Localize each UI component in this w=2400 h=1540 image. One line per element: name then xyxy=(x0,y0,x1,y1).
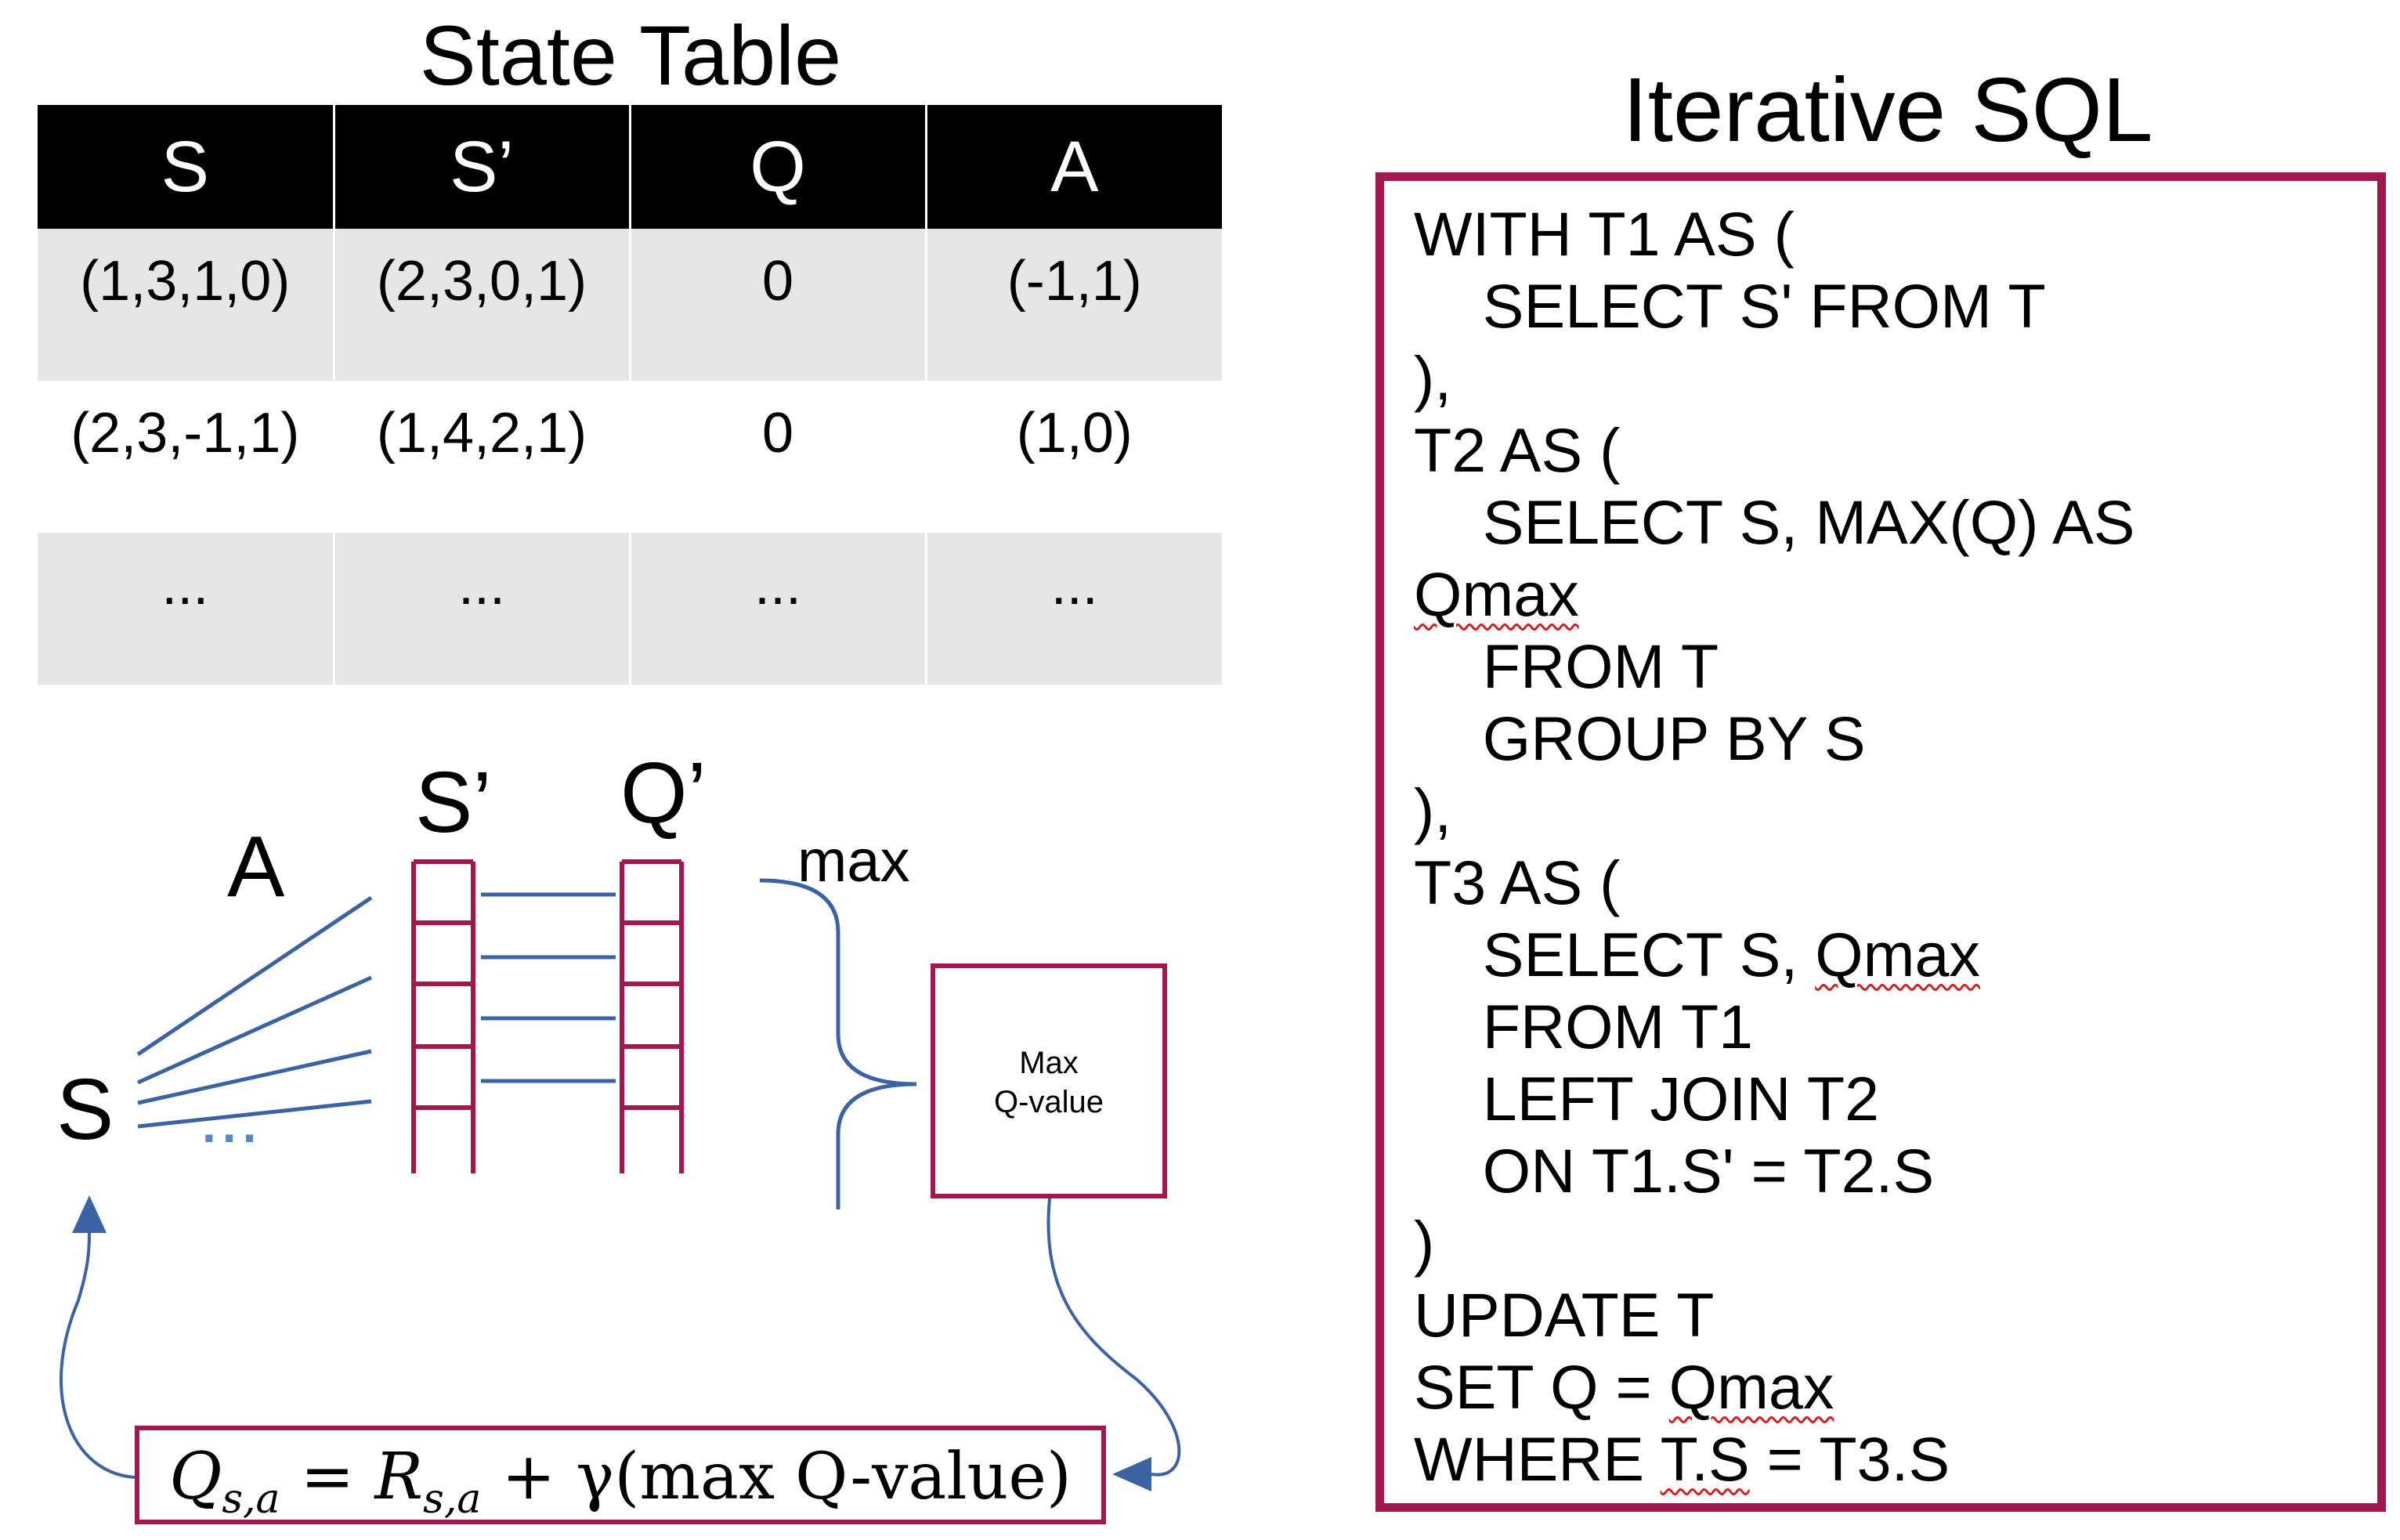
sql-line: FROM T xyxy=(1414,631,1719,701)
s-prime-stack xyxy=(411,859,475,1173)
column-header-s: S xyxy=(38,105,334,229)
sql-line: ), xyxy=(1414,343,1452,413)
action-edge xyxy=(136,975,373,1085)
sql-text: WHERE xyxy=(1414,1424,1661,1494)
state-table-title: State Table xyxy=(419,8,842,103)
formula-plus: + xyxy=(481,1440,577,1514)
sql-line: ON T1.S' = T2.S xyxy=(1414,1136,1935,1206)
action-a-label: A xyxy=(227,819,285,915)
table-cell: 0 xyxy=(628,229,926,381)
max-q-line2: Q-value xyxy=(993,1085,1104,1119)
table-cell: 0 xyxy=(628,381,926,533)
table-cell: (2,3,-1,1) xyxy=(38,381,334,533)
state-table: S S’ Q A (1,3,1,0) (2,3,0,1) 0 (-1,1) (2… xyxy=(38,105,1222,685)
update-formula-box: Qs,a = Rs,a + γ(max Q-value) xyxy=(135,1426,1106,1524)
table-cell: (1,4,2,1) xyxy=(332,381,630,533)
sql-code-box: WITH T1 AS ( SELECT S' FROM T ), T2 AS (… xyxy=(1375,172,2386,1512)
table-cell: ... xyxy=(332,533,630,685)
formula-equals: = xyxy=(280,1440,375,1514)
sql-text: SET Q = xyxy=(1414,1352,1669,1422)
table-cell: ... xyxy=(38,533,334,685)
formula-q-sub: s,a xyxy=(222,1476,280,1523)
q-prime-label: Q’ xyxy=(620,745,707,841)
table-header-row: S S’ Q A xyxy=(38,105,1222,229)
max-q-value-text: Max Q-value xyxy=(935,1043,1162,1122)
table-cell: (2,3,0,1) xyxy=(332,229,630,381)
s-to-q-connectors xyxy=(481,892,616,1083)
action-edge xyxy=(136,895,373,1057)
q-prime-stack xyxy=(620,859,684,1173)
formula-gamma-term: γ(max Q-value) xyxy=(576,1440,1072,1514)
table-row: (2,3,-1,1) (1,4,2,1) 0 (1,0) xyxy=(38,381,1222,533)
sql-line: T3 AS ( xyxy=(1414,848,1621,917)
sql-line: LEFT JOIN T2 xyxy=(1414,1064,1880,1133)
table-cell: (1,3,1,0) xyxy=(38,229,334,381)
ellipsis-label: ... xyxy=(202,1097,263,1153)
table-cell: ... xyxy=(628,533,926,685)
column-header-a: A xyxy=(924,105,1222,229)
sql-line: FROM T1 xyxy=(1414,992,1754,1061)
column-header-s-prime: S’ xyxy=(332,105,630,229)
action-edge xyxy=(137,1049,372,1105)
sql-line: GROUP BY S xyxy=(1414,703,1866,773)
feedback-arrow-left xyxy=(60,1232,136,1479)
spellcheck-word: Qmax xyxy=(1815,920,1980,989)
sql-line: ), xyxy=(1414,775,1452,845)
table-cell: ... xyxy=(924,533,1222,685)
sql-code: WITH T1 AS ( SELECT S' FROM T ), T2 AS (… xyxy=(1414,198,2134,1495)
formula-r: R xyxy=(374,1440,424,1514)
update-formula: Qs,a = Rs,a + γ(max Q-value) xyxy=(139,1437,1101,1540)
sql-line: SELECT S' FROM T xyxy=(1414,271,2046,341)
spellcheck-word: Qmax xyxy=(1414,559,1579,629)
feedback-arrow-right xyxy=(1046,1198,1181,1477)
spellcheck-word: T.S xyxy=(1660,1424,1750,1494)
sql-line: UPDATE T xyxy=(1414,1280,1715,1350)
max-brace-icon xyxy=(759,878,917,1209)
spellcheck-word: Qmax xyxy=(1668,1352,1834,1422)
sql-line: SELECT S, Qmax xyxy=(1414,919,2134,991)
sql-line: WITH T1 AS ( xyxy=(1414,199,1795,269)
q-learning-diagram xyxy=(60,859,1181,1491)
max-q-line1: Max xyxy=(1019,1046,1079,1080)
sql-line: T2 AS ( xyxy=(1414,415,1621,485)
state-s-label: S xyxy=(56,1061,114,1158)
arrow-head-icon xyxy=(72,1195,107,1233)
max-q-value-box: Max Q-value xyxy=(931,963,1167,1198)
sql-title: Iterative SQL xyxy=(1622,59,2153,161)
formula-r-sub: s,a xyxy=(423,1476,482,1523)
action-edge xyxy=(137,1099,372,1129)
s-prime-label: S’ xyxy=(415,754,492,851)
column-header-q: Q xyxy=(628,105,926,229)
action-edges xyxy=(136,895,373,1129)
max-label: max xyxy=(797,828,910,895)
arrow-head-icon xyxy=(1112,1457,1151,1491)
sql-text: SELECT S, xyxy=(1414,920,1816,989)
sql-line: SELECT S, MAX(Q) AS xyxy=(1414,487,2135,557)
table-cell: (-1,1) xyxy=(924,229,1222,381)
sql-line: SET Q = Qmax xyxy=(1414,1351,2134,1423)
table-row: ... ... ... ... xyxy=(38,533,1222,685)
formula-q: Q xyxy=(169,1440,222,1514)
table-cell: (1,0) xyxy=(924,381,1222,533)
table-row: (1,3,1,0) (2,3,0,1) 0 (-1,1) xyxy=(38,229,1222,381)
sql-text: = T3.S xyxy=(1749,1424,1950,1494)
sql-line: ) xyxy=(1414,1208,1435,1278)
sql-line: WHERE T.S = T3.S xyxy=(1414,1423,2134,1495)
sql-line: Qmax xyxy=(1414,559,2134,631)
